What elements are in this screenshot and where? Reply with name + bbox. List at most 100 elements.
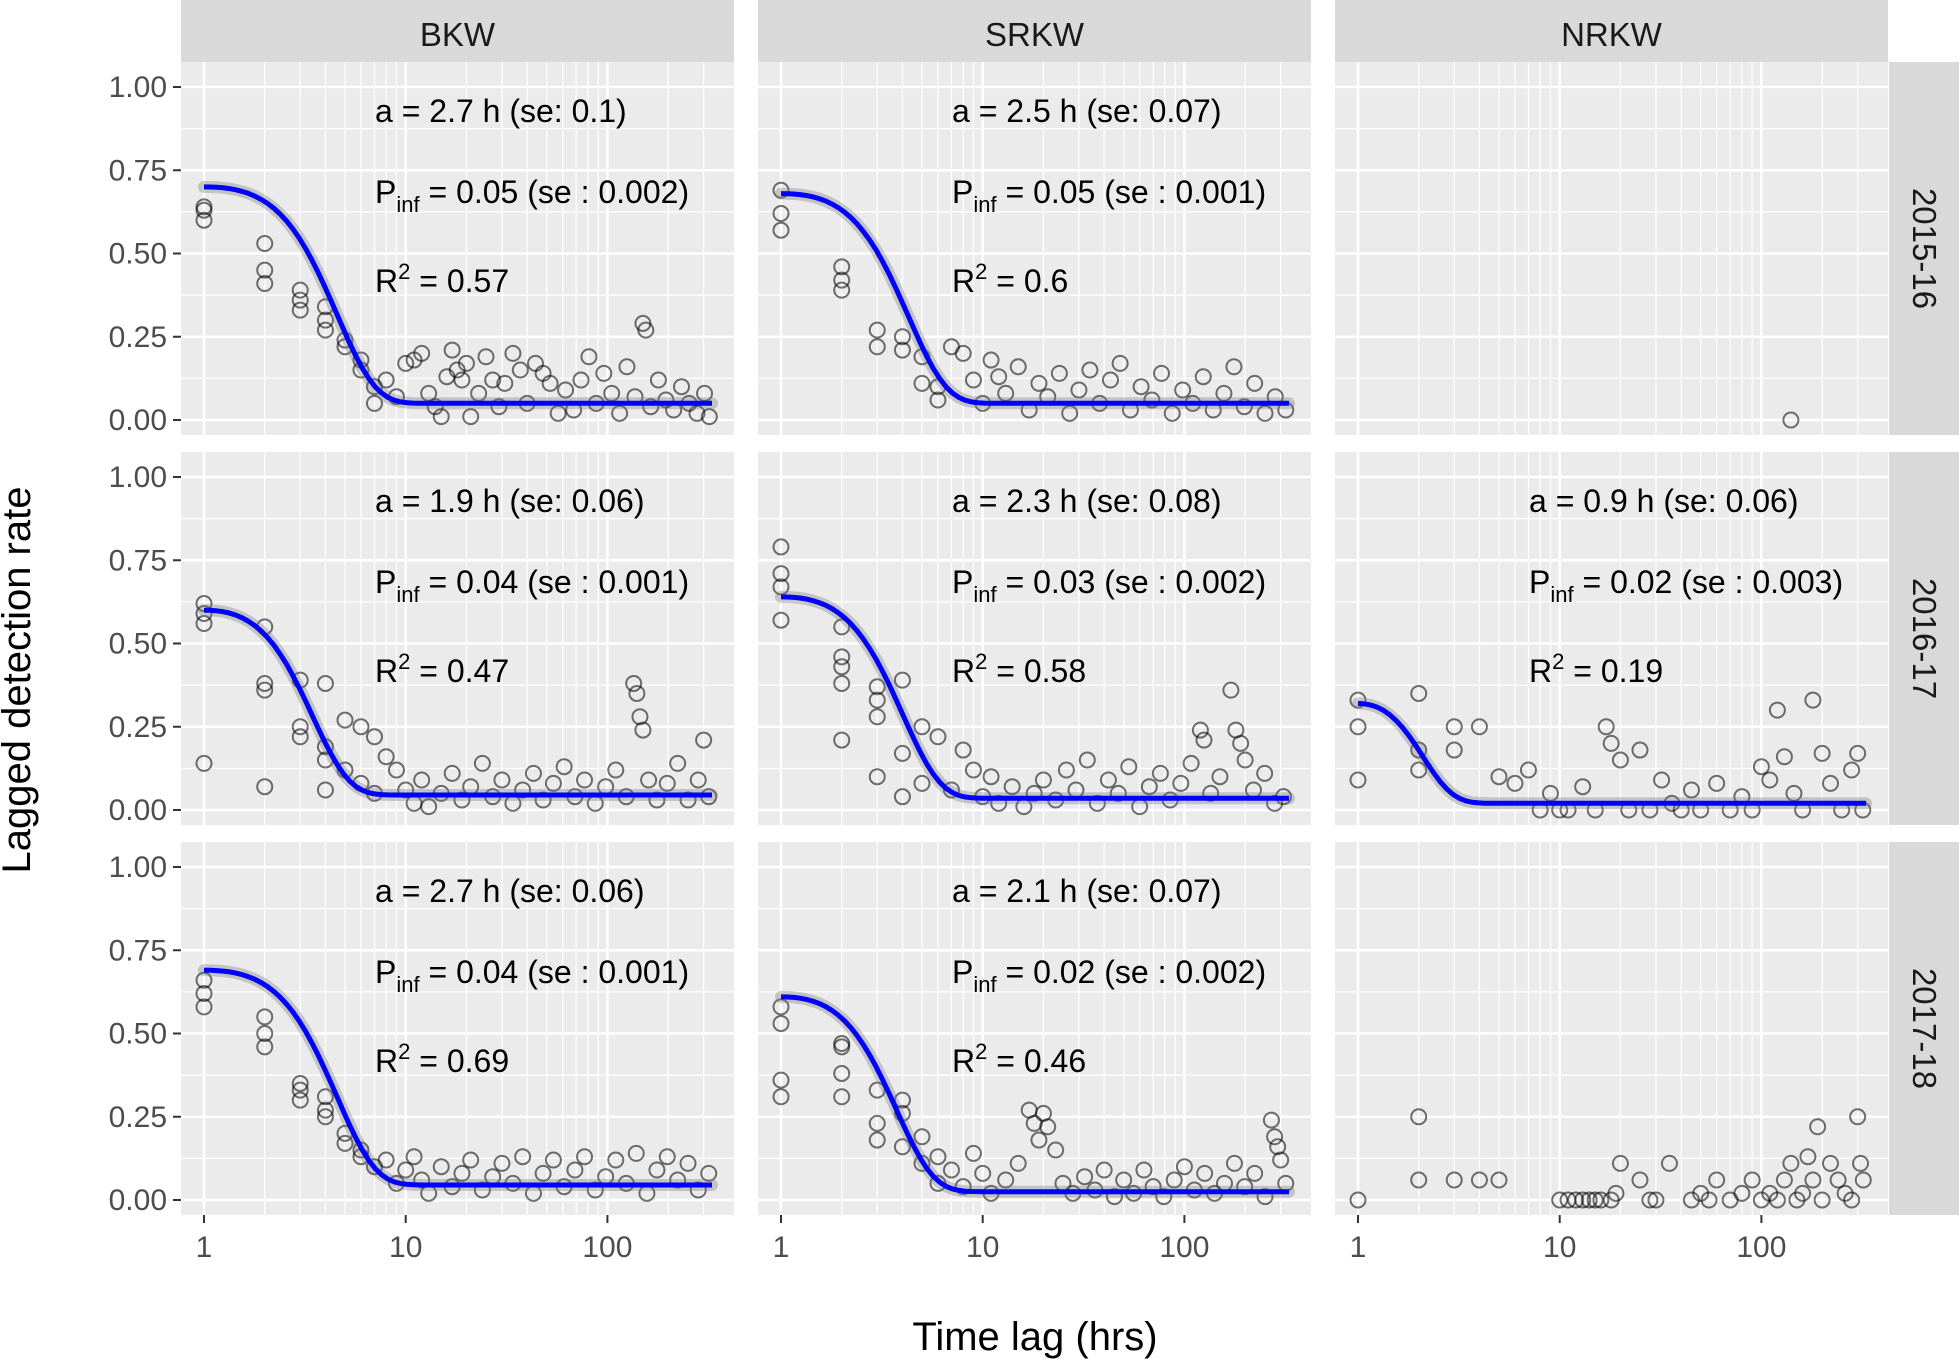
data-point bbox=[833, 1088, 851, 1106]
y-tick-label: 0.25 bbox=[109, 1101, 167, 1134]
annotation-a: a = 2.5 h (se: 0.07) bbox=[952, 93, 1222, 129]
x-tick-label: 1 bbox=[773, 1231, 790, 1264]
data-point bbox=[1155, 1188, 1173, 1206]
data-point bbox=[477, 348, 495, 366]
data-point bbox=[377, 1151, 395, 1169]
data-point bbox=[1782, 411, 1800, 429]
data-point bbox=[1057, 761, 1075, 779]
data-point bbox=[772, 578, 790, 596]
data-point bbox=[256, 681, 274, 699]
data-point bbox=[1490, 1171, 1508, 1189]
x-tick-label: 100 bbox=[582, 1231, 632, 1264]
data-point bbox=[1009, 1154, 1027, 1172]
x-axis: 1 10 100 1 10 100 1 10 100 bbox=[196, 1215, 1786, 1264]
data-point bbox=[316, 321, 334, 339]
data-point bbox=[413, 344, 431, 362]
x-tick-label: 10 bbox=[389, 1231, 422, 1264]
data-point bbox=[1025, 784, 1043, 802]
data-point bbox=[291, 1091, 309, 1109]
y-tick-label: 1.00 bbox=[109, 851, 167, 884]
data-point bbox=[443, 341, 461, 359]
data-point bbox=[1445, 741, 1463, 759]
data-point bbox=[1611, 751, 1629, 769]
data-point bbox=[1194, 368, 1212, 386]
data-point bbox=[1813, 1191, 1831, 1209]
data-point bbox=[982, 351, 1000, 369]
data-point bbox=[1794, 1184, 1812, 1202]
data-point bbox=[256, 1008, 274, 1026]
data-point bbox=[868, 691, 886, 709]
data-point bbox=[195, 985, 213, 1003]
data-point bbox=[1849, 1108, 1867, 1126]
data-point bbox=[833, 674, 851, 692]
data-point bbox=[291, 728, 309, 746]
data-point bbox=[833, 1064, 851, 1082]
data-point bbox=[1151, 764, 1169, 782]
data-point bbox=[893, 744, 911, 762]
strip-nrkw bbox=[1335, 0, 1888, 69]
data-point bbox=[1266, 1128, 1284, 1146]
data-point bbox=[484, 371, 502, 389]
data-point bbox=[913, 718, 931, 736]
panel-srkw-2017-18: a = 2.1 h (se: 0.07) Pinf = 0.02 (se : 0.… bbox=[758, 842, 1311, 1215]
panel-bkw-2015-16: a = 2.7 h (se: 0.1) Pinf = 0.05 (se : 0.0… bbox=[181, 62, 734, 435]
data-point bbox=[1070, 381, 1088, 399]
data-point bbox=[1030, 374, 1048, 392]
data-point bbox=[627, 1144, 645, 1162]
data-point bbox=[534, 1164, 552, 1182]
strip-label-bkw: BKW bbox=[420, 16, 496, 53]
data-point bbox=[1256, 1188, 1274, 1206]
data-point bbox=[688, 404, 706, 422]
data-point bbox=[997, 1171, 1015, 1189]
data-point bbox=[420, 798, 438, 816]
data-point bbox=[929, 391, 947, 409]
data-point bbox=[913, 774, 931, 792]
data-point bbox=[1196, 1164, 1214, 1182]
data-point bbox=[1115, 1171, 1133, 1189]
data-point bbox=[387, 761, 405, 779]
data-point bbox=[1775, 1171, 1793, 1189]
data-point bbox=[195, 605, 213, 623]
y-axis-title: Lagged detection rate bbox=[0, 487, 39, 874]
panel-srkw-2015-16: a = 2.5 h (se: 0.07) Pinf = 0.05 (se : 0.… bbox=[758, 62, 1311, 435]
data-point bbox=[1009, 358, 1027, 376]
data-point bbox=[555, 758, 573, 776]
annotation-r2: R2 = 0.47 bbox=[375, 649, 509, 689]
data-point bbox=[291, 1074, 309, 1092]
data-point bbox=[514, 781, 532, 799]
data-point bbox=[544, 1151, 562, 1169]
annotation-pinf: Pinf = 0.05 (se : 0.001) bbox=[952, 174, 1266, 217]
data-point bbox=[893, 671, 911, 689]
data-point bbox=[964, 1144, 982, 1162]
data-point bbox=[1768, 1191, 1786, 1209]
data-point bbox=[868, 321, 886, 339]
data-point bbox=[457, 354, 475, 372]
data-point bbox=[572, 371, 590, 389]
data-point bbox=[648, 1161, 666, 1179]
annotation-r2: R2 = 0.46 bbox=[952, 1039, 1086, 1079]
y-tick-label: 1.00 bbox=[109, 461, 167, 494]
y-tick-label: 0.25 bbox=[109, 321, 167, 354]
data-point bbox=[1135, 1161, 1153, 1179]
data-point bbox=[695, 731, 713, 749]
y-tick-label: 0.00 bbox=[109, 1184, 167, 1217]
data-point bbox=[1236, 751, 1254, 769]
data-point bbox=[893, 788, 911, 806]
data-point bbox=[195, 971, 213, 989]
annotation-a: a = 2.7 h (se: 0.06) bbox=[375, 873, 645, 909]
data-point bbox=[1849, 744, 1867, 762]
data-point bbox=[833, 281, 851, 299]
fit-curve bbox=[780, 191, 1289, 406]
data-point bbox=[833, 658, 851, 676]
data-point bbox=[1105, 1188, 1123, 1206]
data-point bbox=[493, 1154, 511, 1172]
data-point bbox=[291, 291, 309, 309]
data-point bbox=[1172, 774, 1190, 792]
data-point bbox=[514, 1148, 532, 1166]
y-tick-label: 0.50 bbox=[109, 628, 167, 661]
data-point bbox=[316, 311, 334, 329]
strip-row-label-2017-18: 2017-18 bbox=[1906, 968, 1943, 1089]
data-point bbox=[1653, 771, 1671, 789]
panel-background bbox=[758, 452, 1311, 825]
